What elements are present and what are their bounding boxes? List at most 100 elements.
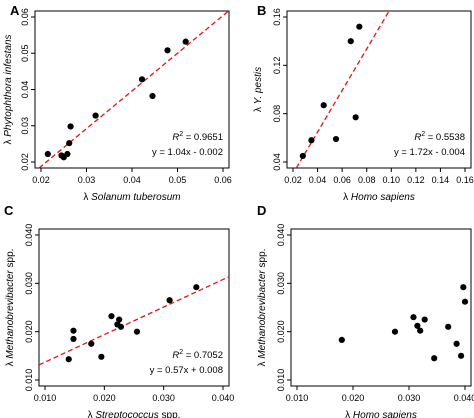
data-point (108, 313, 115, 320)
data-point (98, 353, 105, 360)
x-tick-label: 0.04 (123, 175, 141, 185)
data-point (138, 76, 146, 83)
x-axis-label: λ Solanum tuberosum (83, 192, 180, 203)
r-squared-label: R2 = 0.9651 (172, 131, 223, 143)
data-point (67, 123, 74, 130)
data-point (299, 152, 306, 160)
x-tick-label: 0.020 (342, 393, 365, 403)
y-axis-label: λ Methanobrevibacter spp. (257, 249, 268, 367)
x-tick-label: 0.040 (212, 393, 235, 403)
y-tick-label: 0.03 (20, 117, 30, 135)
x-tick-label: 0.030 (398, 393, 421, 403)
data-point (356, 23, 363, 30)
data-point (92, 112, 99, 119)
x-axis-label: λ Homo sapiens (343, 192, 415, 203)
data-point (410, 314, 417, 321)
x-tick-label: 0.16 (456, 175, 474, 185)
data-point (308, 137, 315, 144)
data-point (460, 284, 467, 291)
y-tick-label: 0.030 (276, 272, 286, 295)
y-tick-label: 0.08 (272, 105, 282, 123)
x-axis-label: λ Homo sapiens (345, 410, 417, 418)
plot-frame (38, 228, 230, 387)
x-tick-label: 0.05 (169, 175, 187, 185)
data-point (417, 327, 424, 334)
y-tick-label: 0.030 (24, 272, 34, 295)
y-tick-label: 0.040 (24, 224, 34, 247)
data-point (352, 114, 359, 121)
x-axis-label: λ Streptococcus spp. (88, 410, 181, 418)
data-point (453, 340, 460, 347)
data-point (414, 322, 421, 329)
x-tick-label: 0.04 (309, 175, 327, 185)
data-point (332, 135, 340, 143)
data-point (193, 284, 200, 291)
y-tick-label: 0.04 (272, 153, 282, 171)
data-point (117, 323, 125, 330)
data-point (65, 356, 72, 363)
data-point (431, 355, 438, 362)
y-axis-label: λ Y. pestis (253, 67, 264, 112)
r-squared-label: R2 = 0.5538 (414, 131, 465, 143)
regression-equation: y = 0.57x + 0.008 (150, 365, 223, 376)
y-tick-label: 0.12 (272, 57, 282, 75)
y-tick-label: 0.020 (24, 320, 34, 343)
data-point (461, 298, 469, 305)
data-point (133, 328, 141, 335)
data-point (445, 323, 452, 330)
data-point (347, 38, 354, 45)
y-tick-label: 0.020 (276, 320, 286, 343)
r-squared-label: R2 = 0.7052 (172, 349, 223, 361)
x-tick-label: 0.02 (32, 175, 50, 185)
x-tick-label: 0.14 (432, 175, 450, 185)
x-tick-label: 0.10 (383, 175, 401, 185)
y-tick-label: 0.010 (24, 369, 34, 392)
data-point (44, 150, 51, 158)
data-point (116, 316, 123, 323)
x-tick-label: 0.12 (407, 175, 425, 185)
regression-line (295, 10, 390, 169)
y-tick-label: 0.010 (276, 369, 286, 392)
x-tick-label: 0.020 (93, 393, 116, 403)
panel-letter: C (4, 203, 14, 218)
panel-c: C 0.010 0.020 0.030 0.040 0.010 0.020 0.030 0.04… (4, 203, 234, 418)
data-point (70, 327, 77, 334)
data-point (391, 328, 399, 335)
data-point (320, 102, 327, 109)
panel-a: A 0.02 0.03 0.04 0.05 0.06 0.02 0.03 0.04 0.05 0.0… (3, 3, 232, 203)
panel-letter: D (257, 203, 266, 218)
data-point (338, 336, 345, 343)
data-point (421, 316, 428, 323)
y-tick-label: 0.05 (20, 44, 30, 62)
panel-d: D 0.010 0.020 0.030 0.040 0.010 0.020 0.030 0.04… (257, 203, 474, 418)
data-point (64, 150, 71, 158)
x-tick-label: 0.06 (333, 175, 351, 185)
panel-letter: A (10, 3, 20, 18)
y-tick-label: 0.04 (20, 81, 30, 99)
data-point (164, 47, 171, 54)
x-tick-label: 0.02 (284, 175, 302, 185)
data-point (149, 92, 156, 100)
x-tick-label: 0.010 (286, 393, 309, 403)
x-tick-label: 0.040 (454, 393, 474, 403)
regression-equation: y = 1.04x - 0.002 (152, 147, 223, 158)
y-tick-label: 0.06 (20, 8, 30, 26)
y-tick-label: 0.02 (20, 153, 30, 171)
regression-equation: y = 1.72x - 0.004 (394, 147, 465, 158)
y-axis-label: λ Phytophthora infestans (3, 34, 14, 144)
data-point (166, 297, 173, 304)
y-axis-label: λ Methanobrevibacter spp. (5, 249, 16, 367)
y-tick-label: 0.16 (272, 8, 282, 26)
x-tick-label: 0.030 (152, 393, 175, 403)
regression-line (38, 276, 230, 366)
plot-frame (290, 228, 472, 387)
x-tick-label: 0.03 (78, 175, 96, 185)
data-point (70, 335, 77, 343)
data-point (182, 38, 189, 45)
x-tick-label: 0.08 (358, 175, 376, 185)
panel-b: B0.02 0.04 0.06 0.08 0.10 0.12 0.14 0.160.040.0… (253, 3, 474, 203)
plot-frame (286, 10, 472, 169)
data-point (88, 340, 95, 347)
x-tick-label: 0.010 (34, 393, 57, 403)
